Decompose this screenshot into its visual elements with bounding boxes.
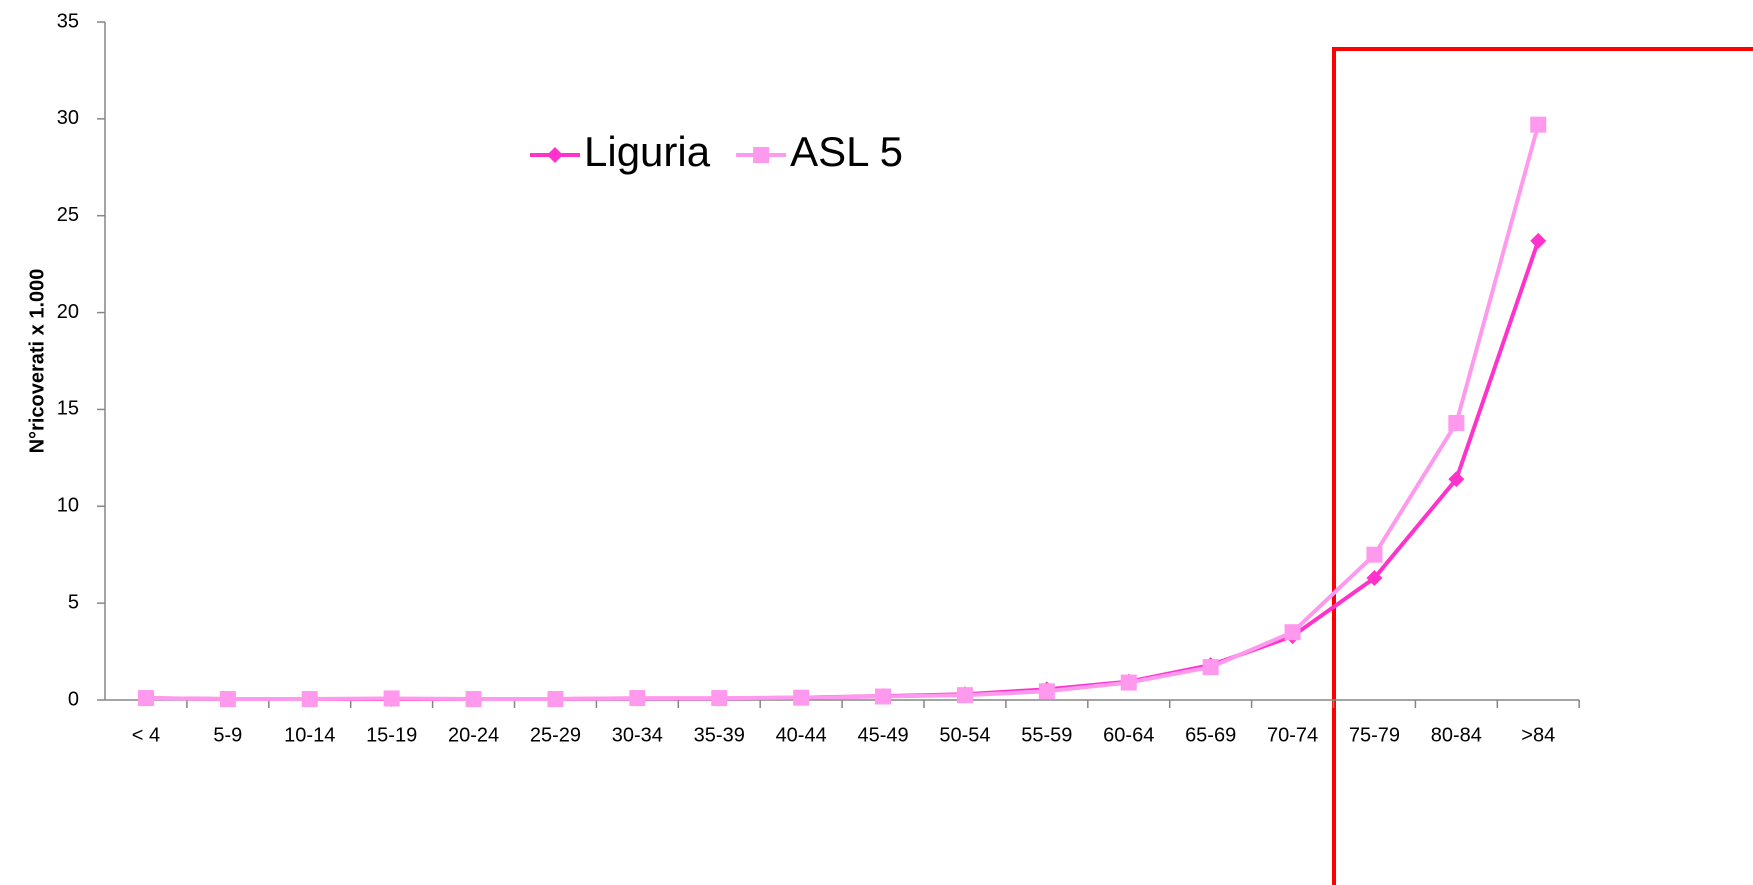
x-tick-label: 45-49 [857,724,908,746]
x-tick-label: 15-19 [366,724,417,746]
marker [711,690,728,707]
marker [956,687,973,704]
line [145,240,1541,702]
x-tick-label: 75-79 [1349,724,1400,746]
marker [547,147,563,163]
y-tick-label: 10 [57,495,79,517]
marker [1202,659,1219,676]
x-tick-label: 60-64 [1103,724,1154,746]
marker [1366,546,1383,563]
marker [301,691,318,708]
x-tick-label: 5-9 [213,724,242,746]
y-axis-label: N°ricoverati x 1.000 [26,269,48,454]
x-tick-label: 70-74 [1267,724,1318,746]
marker [1038,683,1055,700]
marker [793,689,810,706]
marker [1448,414,1465,431]
x-tick-label: 80-84 [1431,724,1482,746]
marker [383,690,400,707]
x-tick-label: 65-69 [1185,724,1236,746]
legend-label: Liguria [584,128,711,175]
marker [465,691,482,708]
marker [1366,569,1383,586]
y-tick-label: 5 [68,591,79,613]
y-tick-label: 35 [57,10,79,32]
marker [219,691,236,708]
x-tick-label: < 4 [132,724,160,746]
y-tick-label: 15 [57,398,79,420]
marker [137,690,154,707]
x-tick-label: 55-59 [1021,724,1072,746]
y-tick-label: 25 [57,204,79,226]
marker [753,147,770,163]
x-tick-label: 10-14 [284,724,335,746]
marker [1120,674,1137,691]
line [145,124,1541,702]
marker [547,691,564,708]
legend-label: ASL 5 [790,128,903,175]
y-tick-label: 0 [68,688,79,710]
highlight-box [1332,47,1753,885]
marker [1284,624,1301,641]
marker [1530,116,1547,133]
y-tick-label: 30 [57,107,79,129]
x-tick-label: 25-29 [530,724,581,746]
marker [1448,471,1465,488]
x-tick-label: 20-24 [448,724,499,746]
marker [875,688,892,705]
marker [1530,232,1547,249]
x-tick-label: 30-34 [612,724,663,746]
x-tick-label: 35-39 [694,724,745,746]
x-tick-label: 40-44 [776,724,827,746]
x-tick-label: >84 [1521,724,1555,746]
y-tick-label: 20 [57,301,79,323]
x-tick-label: 50-54 [939,724,990,746]
marker [629,690,646,707]
